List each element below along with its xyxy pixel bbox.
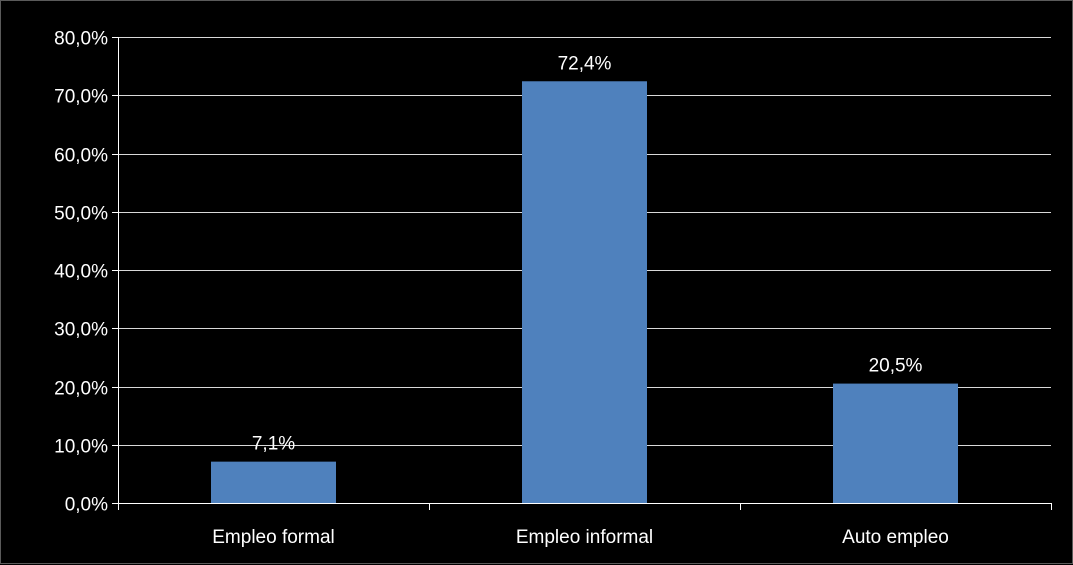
x-tick-label: Empleo formal <box>212 527 335 548</box>
y-tick-label: 80,0% <box>54 29 108 50</box>
data-label: 72,4% <box>558 53 612 74</box>
bar-auto-empleo <box>833 383 958 503</box>
y-tick-label: 30,0% <box>54 320 108 341</box>
data-label: 20,5% <box>869 356 923 377</box>
bars <box>211 81 958 504</box>
bar-empleo-informal <box>522 81 647 504</box>
y-tick-label: 10,0% <box>54 437 108 458</box>
data-labels: 7,1% 72,4% 20,5% <box>252 53 923 454</box>
y-tick-label: 20,0% <box>54 379 108 400</box>
y-tick-label: 0,0% <box>65 495 108 516</box>
data-label: 7,1% <box>252 434 295 455</box>
x-axis-tick-labels: Empleo formal Empleo informal Auto empleo <box>212 527 949 548</box>
y-tick-label: 40,0% <box>54 262 108 283</box>
axes <box>112 37 1052 510</box>
bar-empleo-formal <box>211 461 336 503</box>
x-tick-label: Empleo informal <box>516 527 653 548</box>
x-tick-label: Auto empleo <box>842 527 949 548</box>
y-axis-tick-labels: 0,0% 10,0% 20,0% 30,0% 40,0% 50,0% 60,0% 70,0% 8… <box>54 29 108 516</box>
y-tick-label: 60,0% <box>54 146 108 167</box>
y-tick-label: 50,0% <box>54 204 108 225</box>
y-tick-label: 70,0% <box>54 87 108 108</box>
